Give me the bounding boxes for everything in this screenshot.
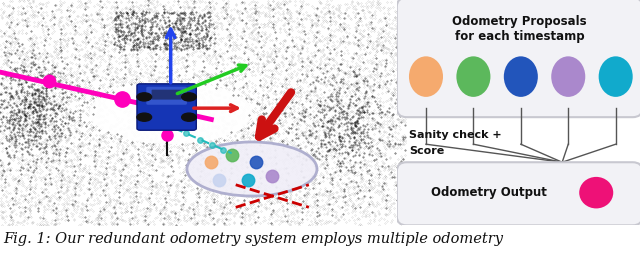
Text: for each timestamp: for each timestamp [455, 30, 584, 42]
Ellipse shape [187, 142, 317, 196]
Text: Odometry Proposals: Odometry Proposals [452, 15, 587, 28]
Ellipse shape [409, 56, 443, 97]
Text: Score: Score [409, 146, 444, 156]
FancyBboxPatch shape [397, 0, 640, 117]
Circle shape [137, 113, 152, 121]
Circle shape [182, 93, 196, 101]
Ellipse shape [579, 177, 613, 208]
FancyBboxPatch shape [152, 90, 182, 100]
Text: Odometry Output: Odometry Output [431, 186, 547, 199]
Text: Sanity check +: Sanity check + [409, 130, 502, 140]
Circle shape [137, 93, 152, 101]
Ellipse shape [456, 56, 490, 97]
Circle shape [182, 113, 196, 121]
FancyBboxPatch shape [397, 162, 640, 225]
Ellipse shape [90, 81, 252, 144]
Text: Fig. 1: Our redundant odometry system employs multiple odometry: Fig. 1: Our redundant odometry system em… [3, 232, 503, 246]
Ellipse shape [504, 56, 538, 97]
FancyBboxPatch shape [147, 87, 187, 105]
Ellipse shape [551, 56, 585, 97]
Ellipse shape [598, 56, 633, 97]
FancyBboxPatch shape [137, 84, 196, 130]
